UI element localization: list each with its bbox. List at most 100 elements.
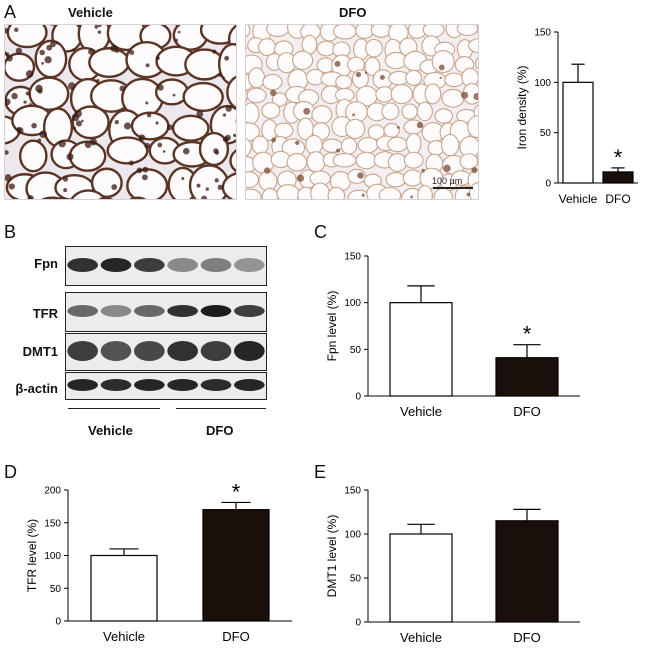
iron-deposit <box>44 56 52 64</box>
blot-band <box>234 305 265 317</box>
blot-band <box>134 379 165 391</box>
blot-band <box>100 258 132 272</box>
iron-deposit <box>157 142 163 148</box>
x-category-label: Vehicle <box>559 192 598 206</box>
iron-deposit <box>213 148 219 154</box>
iron-deposit <box>155 56 160 61</box>
iron-deposit <box>466 192 471 197</box>
iron-deposit <box>142 166 149 173</box>
iron-deposit <box>27 195 34 199</box>
blot-band <box>134 341 165 361</box>
adipocyte <box>226 75 236 110</box>
adipocyte <box>365 38 384 58</box>
adipocyte <box>387 136 408 153</box>
dfo-image-label: DFO <box>339 5 367 20</box>
adipocyte <box>248 67 266 89</box>
iron-deposit <box>155 121 159 125</box>
vehicle-micrograph <box>4 24 237 200</box>
y-tick-label: 150 <box>534 28 551 39</box>
y-tick-label: 100 <box>534 78 551 89</box>
iron-deposit <box>136 167 143 174</box>
iron-deposit <box>364 71 368 75</box>
iron-deposit <box>177 30 181 34</box>
adipocyte <box>252 151 275 174</box>
adipocyte <box>188 164 230 199</box>
blot-band <box>200 258 232 272</box>
iron-deposit <box>88 48 94 55</box>
adipocyte <box>390 84 413 105</box>
panel-letter-c: C <box>314 222 327 242</box>
scale-bar-label: 100 μm <box>432 176 463 186</box>
blot-band <box>100 341 132 361</box>
adipocyte <box>246 188 262 199</box>
adipocyte <box>286 153 308 172</box>
iron-deposit <box>352 113 356 117</box>
iron-deposit <box>75 120 82 127</box>
adipocyte <box>229 149 236 173</box>
adipocyte <box>126 168 169 199</box>
bar-dfo <box>202 509 270 622</box>
scale-bar <box>433 187 473 189</box>
iron-deposit <box>271 137 277 143</box>
iron-deposit <box>129 49 135 55</box>
iron-deposit <box>214 178 219 183</box>
adipocyte <box>306 151 326 173</box>
blot-band <box>67 341 98 361</box>
y-tick-label: 0 <box>355 392 361 403</box>
iron-deposit <box>438 64 445 71</box>
y-tick-label: 100 <box>344 530 361 541</box>
iron-deposit <box>66 153 74 161</box>
iron-deposit <box>68 82 76 90</box>
iron-deposit <box>39 49 45 56</box>
x-category-label: DFO <box>513 404 540 419</box>
adipocyte <box>402 169 423 187</box>
iron-deposit <box>336 148 340 153</box>
adipocyte <box>345 118 366 140</box>
vehicle-group-line <box>68 408 160 409</box>
dmt1-level-chart: 0 50 100 150 DMT1 level (%) Vehicle DFO <box>318 478 618 654</box>
iron-deposit <box>172 93 176 97</box>
iron-deposit <box>439 76 442 80</box>
adipocyte <box>387 153 408 172</box>
dmt1-svg: 0 50 100 150 DMT1 level (%) Vehicle DFO <box>325 486 580 645</box>
adipocyte <box>246 137 252 157</box>
adipocyte <box>199 25 236 45</box>
adipocyte <box>246 171 259 189</box>
blot-band <box>234 258 265 272</box>
adipocyte <box>70 189 107 199</box>
blot-label-beta-actin: β-actin <box>15 381 58 396</box>
iron-deposit <box>145 63 150 68</box>
iron-deposit <box>303 107 311 115</box>
iron-deposit <box>74 109 82 118</box>
adipocyte <box>416 101 433 122</box>
iron-deposit <box>416 121 424 129</box>
iron-deposit <box>181 176 185 180</box>
iron-deposit <box>31 122 37 129</box>
tfr-svg: 0 50 100 150 200 TFR level (%) Vehicle * DFO <box>25 479 292 644</box>
blot-band <box>67 379 98 391</box>
iron-deposit <box>41 62 45 65</box>
panel-letter-a: A <box>4 2 17 22</box>
iron-deposit <box>25 70 34 78</box>
iron-deposit <box>23 100 27 104</box>
adipocyte <box>310 182 330 199</box>
blot-bands <box>67 341 265 361</box>
blot-band <box>200 305 232 317</box>
blot-band <box>234 379 265 391</box>
blot-band <box>67 258 98 272</box>
iron-deposit <box>84 141 92 149</box>
adipocyte <box>246 87 267 104</box>
iron-deposit <box>58 139 66 148</box>
adipocyte <box>431 50 455 74</box>
adipocyte <box>441 88 465 108</box>
iron-deposit <box>355 71 362 78</box>
blot-bands <box>67 305 265 317</box>
y-axis-label: Iron density (%) <box>515 65 529 149</box>
x-category-label: Vehicle <box>400 630 442 645</box>
iron-deposit <box>8 183 15 190</box>
iron-deposit <box>5 174 12 182</box>
adipocyte <box>355 25 375 40</box>
adipocyte <box>456 25 478 37</box>
adipocyte <box>340 137 358 155</box>
iron-deposit <box>128 160 134 166</box>
